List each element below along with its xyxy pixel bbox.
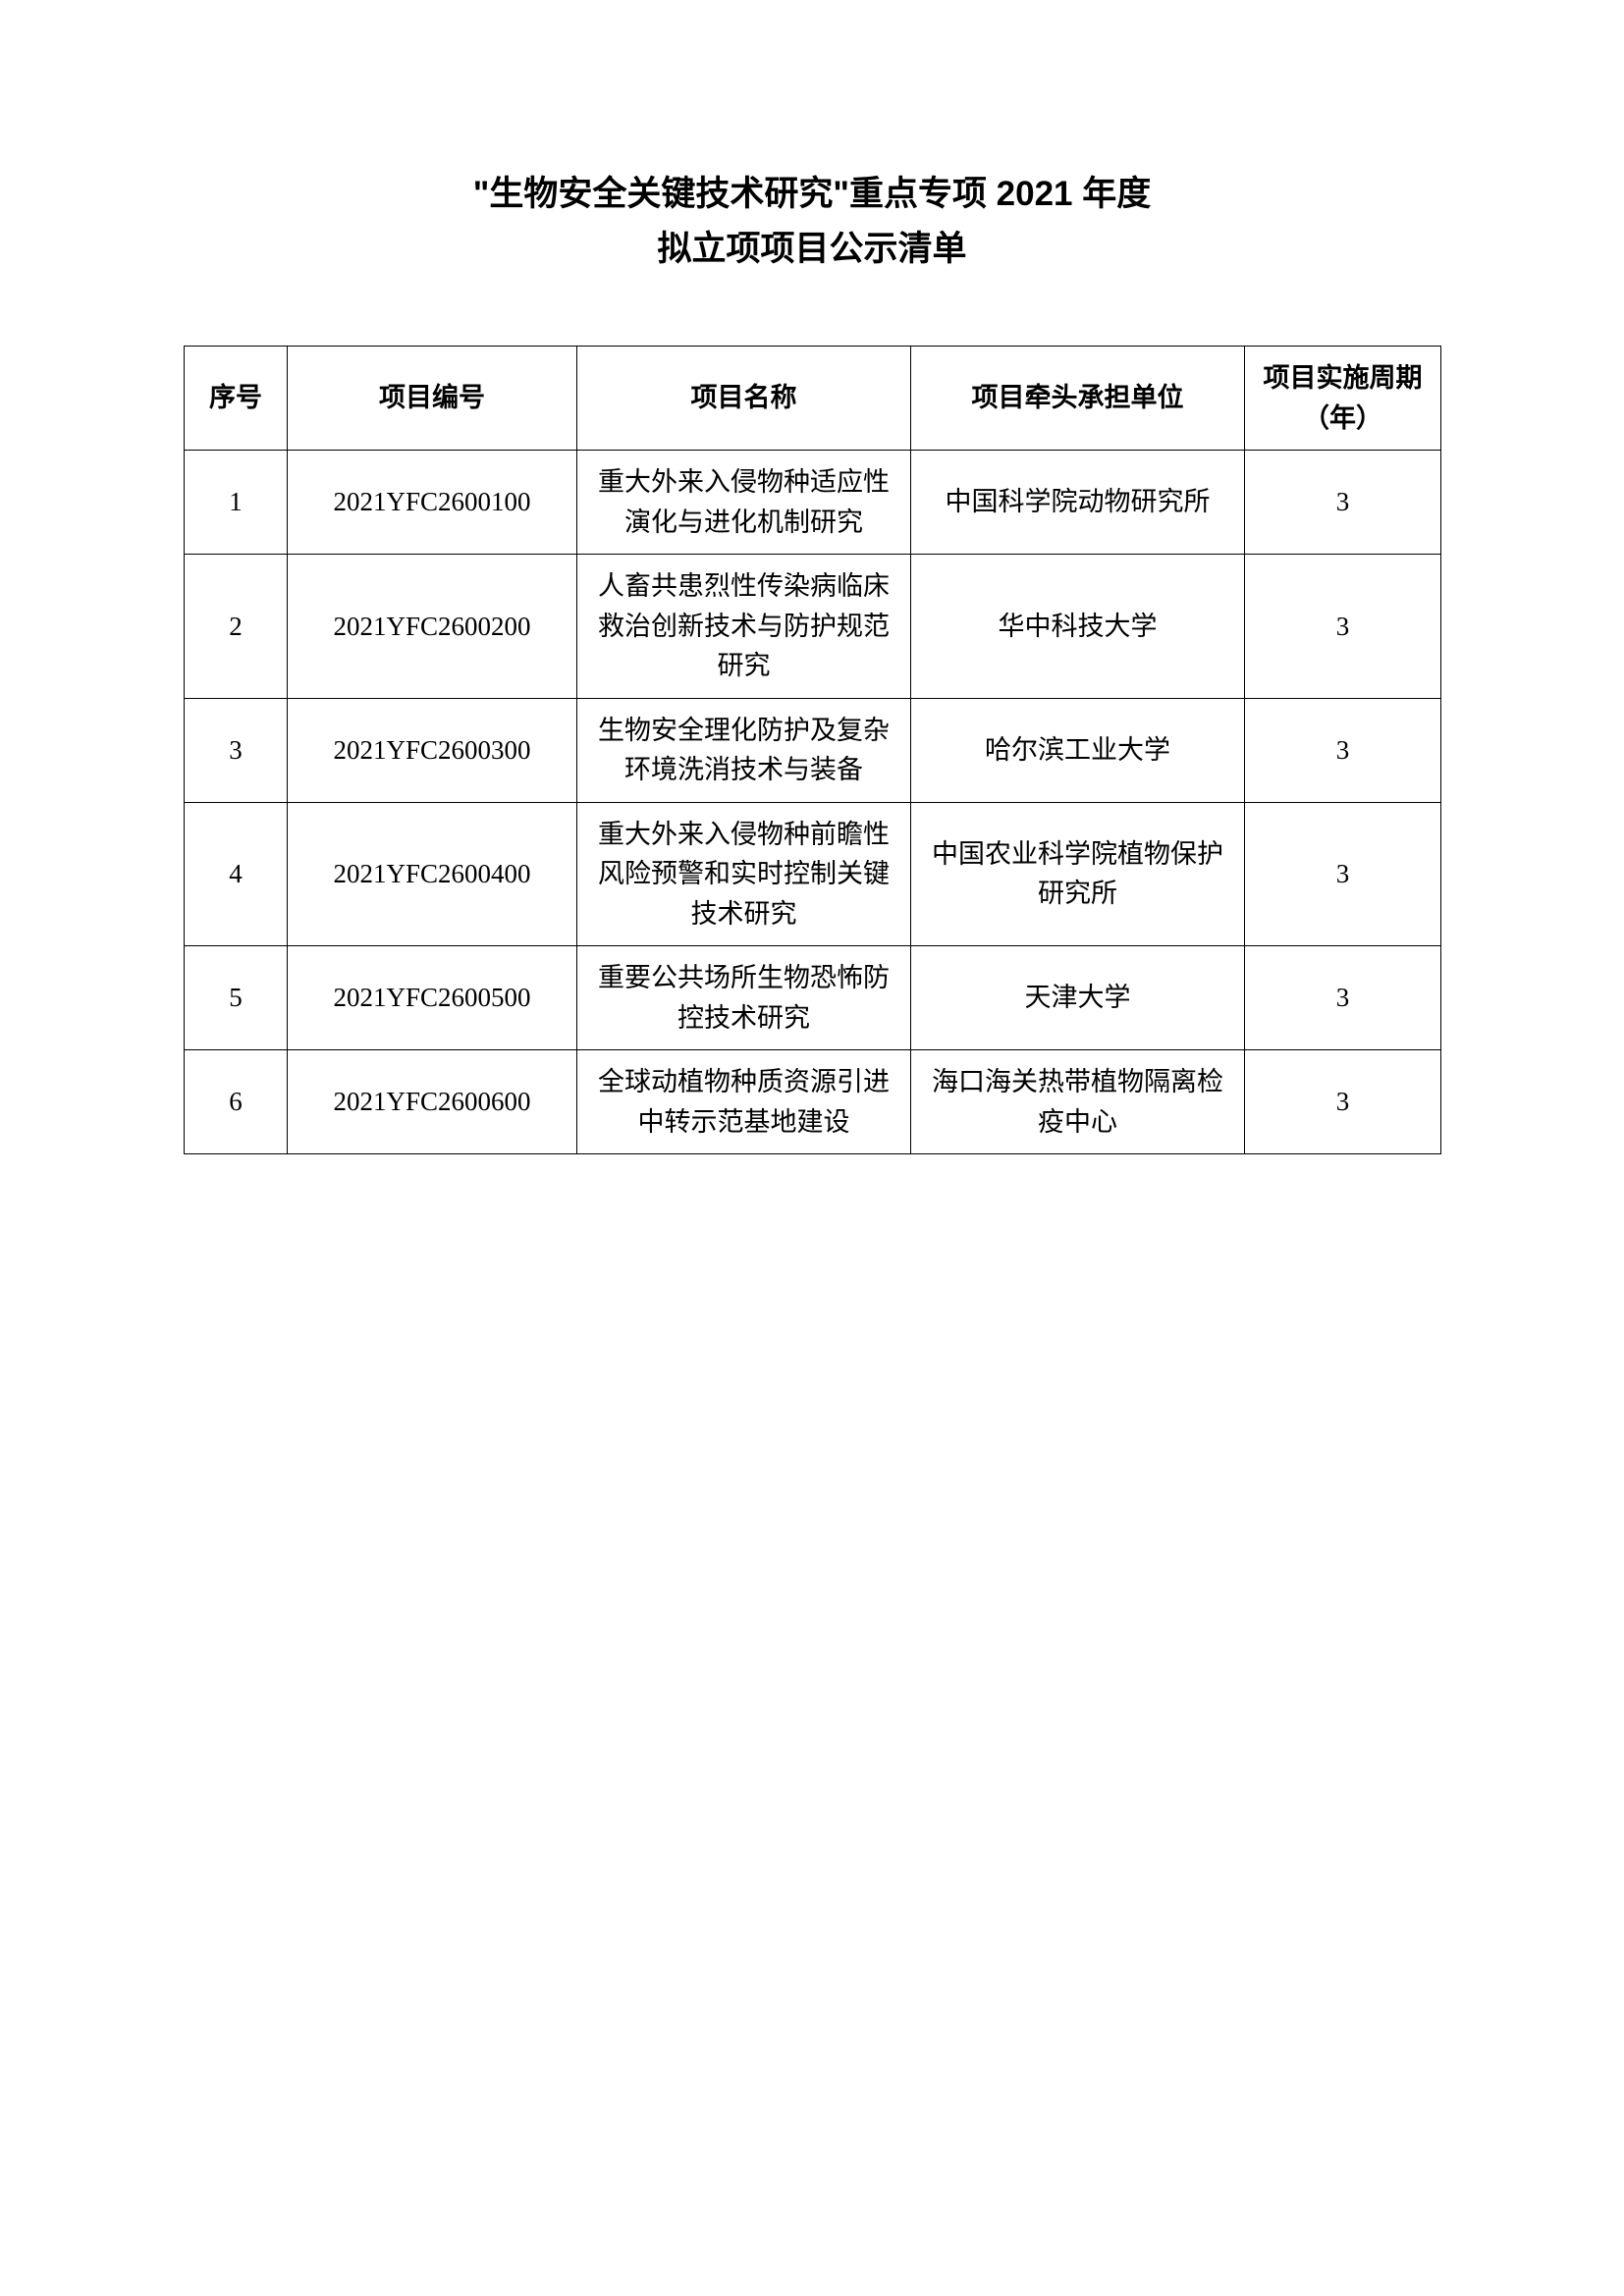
header-seq: 序号 (185, 347, 288, 451)
cell-name: 人畜共患烈性传染病临床救治创新技术与防护规范研究 (577, 555, 911, 699)
cell-unit: 海口海关热带植物隔离检疫中心 (911, 1050, 1245, 1154)
cell-name: 全球动植物种质资源引进中转示范基地建设 (577, 1050, 911, 1154)
cell-seq: 4 (185, 802, 288, 946)
cell-name: 生物安全理化防护及复杂环境洗消技术与装备 (577, 698, 911, 802)
header-period: 项目实施周期（年） (1245, 347, 1441, 451)
cell-unit: 中国农业科学院植物保护研究所 (911, 802, 1245, 946)
projects-table: 序号 项目编号 项目名称 项目牵头承担单位 项目实施周期（年） 1 2021YF… (184, 346, 1441, 1154)
header-unit: 项目牵头承担单位 (911, 347, 1245, 451)
cell-seq: 2 (185, 555, 288, 699)
cell-code: 2021YFC2600400 (288, 802, 577, 946)
header-name: 项目名称 (577, 347, 911, 451)
cell-unit: 中国科学院动物研究所 (911, 451, 1245, 555)
cell-period: 3 (1245, 946, 1441, 1050)
table-row: 3 2021YFC2600300 生物安全理化防护及复杂环境洗消技术与装备 哈尔… (185, 698, 1441, 802)
cell-period: 3 (1245, 451, 1441, 555)
cell-name: 重大外来入侵物种适应性演化与进化机制研究 (577, 451, 911, 555)
cell-seq: 3 (185, 698, 288, 802)
cell-period: 3 (1245, 802, 1441, 946)
header-code: 项目编号 (288, 347, 577, 451)
table-row: 4 2021YFC2600400 重大外来入侵物种前瞻性风险预警和实时控制关键技… (185, 802, 1441, 946)
cell-code: 2021YFC2600500 (288, 946, 577, 1050)
cell-seq: 1 (185, 451, 288, 555)
document-title: "生物安全关键技术研究"重点专项 2021 年度 拟立项项目公示清单 (0, 167, 1624, 277)
cell-period: 3 (1245, 555, 1441, 699)
cell-unit: 华中科技大学 (911, 555, 1245, 699)
cell-code: 2021YFC2600200 (288, 555, 577, 699)
title-line-1: "生物安全关键技术研究"重点专项 2021 年度 (0, 167, 1624, 222)
table-row: 2 2021YFC2600200 人畜共患烈性传染病临床救治创新技术与防护规范研… (185, 555, 1441, 699)
table-row: 1 2021YFC2600100 重大外来入侵物种适应性演化与进化机制研究 中国… (185, 451, 1441, 555)
cell-seq: 6 (185, 1050, 288, 1154)
cell-seq: 5 (185, 946, 288, 1050)
table-header-row: 序号 项目编号 项目名称 项目牵头承担单位 项目实施周期（年） (185, 347, 1441, 451)
cell-unit: 哈尔滨工业大学 (911, 698, 1245, 802)
projects-table-container: 序号 项目编号 项目名称 项目牵头承担单位 项目实施周期（年） 1 2021YF… (184, 346, 1440, 1154)
cell-period: 3 (1245, 698, 1441, 802)
cell-name: 重要公共场所生物恐怖防控技术研究 (577, 946, 911, 1050)
title-line-2: 拟立项项目公示清单 (0, 222, 1624, 277)
cell-unit: 天津大学 (911, 946, 1245, 1050)
cell-period: 3 (1245, 1050, 1441, 1154)
table-row: 6 2021YFC2600600 全球动植物种质资源引进中转示范基地建设 海口海… (185, 1050, 1441, 1154)
table-row: 5 2021YFC2600500 重要公共场所生物恐怖防控技术研究 天津大学 3 (185, 946, 1441, 1050)
cell-code: 2021YFC2600100 (288, 451, 577, 555)
cell-code: 2021YFC2600300 (288, 698, 577, 802)
cell-name: 重大外来入侵物种前瞻性风险预警和实时控制关键技术研究 (577, 802, 911, 946)
cell-code: 2021YFC2600600 (288, 1050, 577, 1154)
